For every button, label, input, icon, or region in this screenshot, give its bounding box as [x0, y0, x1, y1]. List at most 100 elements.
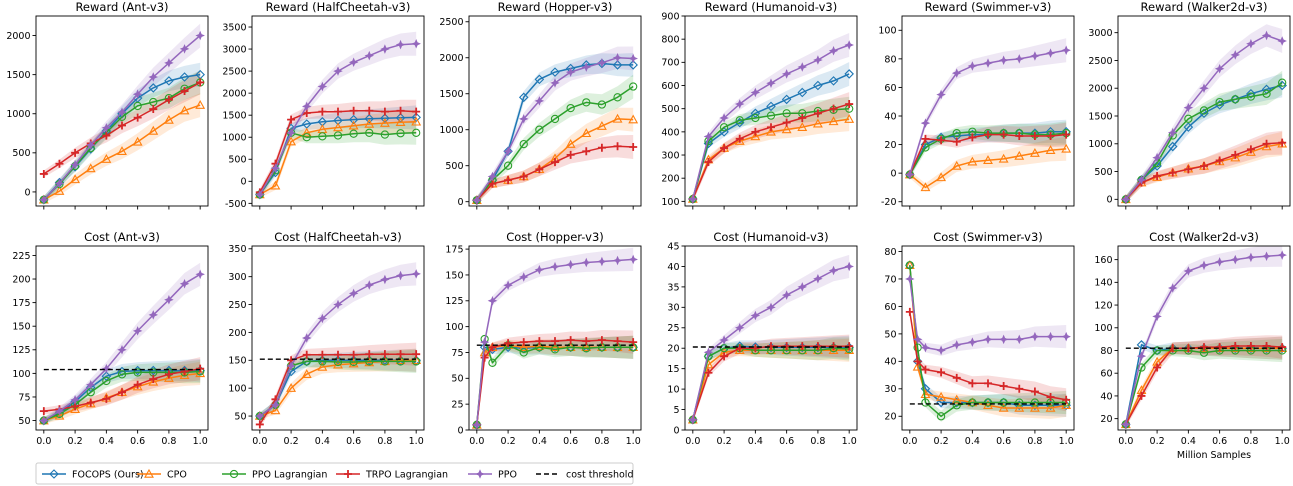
marker-ppo: [734, 99, 745, 109]
marker-trpo-lagrangian: [164, 95, 173, 104]
legend-label: cost threshold: [566, 470, 633, 481]
x-tick-label: 1.0: [1275, 436, 1290, 447]
marker-cpo: [101, 153, 112, 163]
marker-ppo: [766, 302, 776, 313]
legend-label: PPO Lagrangian: [252, 470, 327, 481]
marker-trpo-lagrangian: [629, 338, 638, 347]
marker-ppo-lagrangian: [952, 401, 961, 410]
marker-trpo-lagrangian: [55, 159, 64, 168]
x-tick-label: 0.0: [1118, 436, 1133, 447]
legend-item-ppo-lagrangian: PPO Lagrangian: [222, 470, 327, 481]
marker-trpo-lagrangian: [1278, 343, 1287, 352]
marker-focops-ours: [550, 67, 560, 77]
y-tick-label: 2000: [6, 31, 30, 42]
y-tick-label: 900: [661, 11, 679, 22]
x-tick-label: 0.8: [810, 436, 825, 447]
marker-trpo-lagrangian: [149, 375, 158, 384]
markers-trpo-lagrangian: [39, 78, 205, 178]
marker-cpo: [379, 117, 390, 127]
x-tick-label: 0.2: [1150, 436, 1165, 447]
marker-ppo: [844, 261, 854, 272]
marker-trpo-lagrangian: [334, 107, 342, 116]
marker-trpo-lagrangian: [984, 379, 992, 388]
x-tick-label: 0.4: [532, 436, 547, 447]
marker-ppo: [317, 81, 328, 92]
axes-frame: [684, 245, 858, 431]
panel-reward-swimmer-v3: Reward (Swimmer-v3) -20 0 20 40 60 80 100: [878, 0, 1075, 210]
axes-frame: [1117, 245, 1291, 431]
plot-area: [904, 260, 1072, 422]
x-tick-label: 0.8: [1243, 436, 1258, 447]
marker-trpo-lagrangian: [704, 368, 713, 377]
marker-cpo: [195, 100, 206, 109]
marker-cpo: [920, 182, 931, 192]
band-ppo: [43, 262, 201, 424]
marker-cpo: [1029, 148, 1040, 157]
markers-trpo-lagrangian: [688, 342, 854, 424]
y-tick-label: 0: [457, 197, 463, 208]
marker-cpo: [951, 394, 962, 404]
marker-ppo: [905, 274, 915, 284]
y-tick-label: 15: [667, 364, 679, 375]
panel-cost-swimmer-v3: Cost (Swimmer-v3) 20 30 40 50 60 70 80 0.0 0.2 0.4…: [884, 230, 1075, 447]
marker-ppo: [195, 269, 205, 280]
y-tick-label: 20: [884, 412, 896, 423]
marker-ppo-lagrangian: [117, 370, 127, 379]
marker-trpo-lagrangian: [1046, 393, 1055, 402]
band-focops-ours: [476, 53, 634, 204]
marker-trpo-lagrangian: [984, 130, 992, 139]
marker-ppo: [688, 415, 698, 425]
marker-ppo: [781, 69, 792, 79]
markers-ppo: [39, 30, 205, 205]
marker-trpo-lagrangian: [845, 100, 854, 109]
x-tick-label: 0.6: [1212, 436, 1227, 447]
y-tick-label: 1500: [222, 111, 246, 122]
y-tick-label: 0: [457, 425, 463, 436]
marker-ppo: [1261, 30, 1272, 41]
legend-item-trpo-lagrangian: TRPO Lagrangian: [336, 470, 448, 481]
marker-ppo: [270, 163, 281, 173]
marker-ppo: [1152, 152, 1162, 163]
band-focops-ours: [1125, 73, 1283, 203]
marker-trpo-lagrangian: [798, 342, 807, 351]
marker-trpo-lagrangian: [829, 342, 838, 351]
marker-trpo-lagrangian: [905, 307, 914, 316]
marker-ppo: [395, 270, 406, 281]
marker-cpo: [518, 342, 529, 352]
y-tick-label: 50: [18, 416, 30, 427]
marker-cpo: [301, 369, 312, 378]
marker-trpo-lagrangian: [504, 339, 513, 348]
x-tick-label: 0.6: [996, 436, 1011, 447]
panel-title: Reward (Walker2d-v3): [1141, 0, 1268, 14]
plot-area: [471, 247, 639, 430]
marker-trpo-lagrangian: [921, 365, 930, 374]
y-tick-label: 200: [12, 274, 30, 285]
band-cpo: [476, 107, 634, 204]
marker-ppo: [688, 194, 698, 204]
x-tick-label: 1.0: [409, 436, 424, 447]
marker-ppo-lagrangian: [921, 398, 930, 407]
panel-title: Cost (Ant-v3): [84, 230, 160, 244]
markers-ppo: [255, 39, 421, 200]
marker-ppo: [581, 62, 592, 72]
x-tick-label: 0.4: [315, 436, 330, 447]
marker-trpo-lagrangian: [39, 169, 48, 178]
marker-trpo-lagrangian: [767, 342, 775, 351]
marker-ppo: [1214, 64, 1225, 74]
marker-ppo: [1061, 45, 1071, 56]
marker-trpo-lagrangian: [535, 337, 544, 346]
band-cpo: [909, 136, 1067, 192]
plot-area: [254, 31, 422, 200]
marker-cpo: [844, 113, 855, 123]
marker-ppo: [612, 255, 623, 266]
markers-ppo: [472, 52, 638, 206]
markers-trpo-lagrangian: [472, 142, 638, 205]
y-tick-label: 500: [445, 161, 463, 172]
markers-ppo: [1121, 30, 1287, 205]
axes-frame: [468, 15, 642, 207]
panel-cost-halfcheetah-v3: Cost (HalfCheetah-v3) 50 100 150 200 250 300 35…: [228, 230, 425, 447]
y-tick-label: 30: [667, 303, 679, 314]
marker-trpo-lagrangian: [813, 342, 822, 351]
panel-title: Cost (Hopper-v3): [506, 230, 604, 244]
marker-ppo-lagrangian: [1152, 346, 1162, 355]
